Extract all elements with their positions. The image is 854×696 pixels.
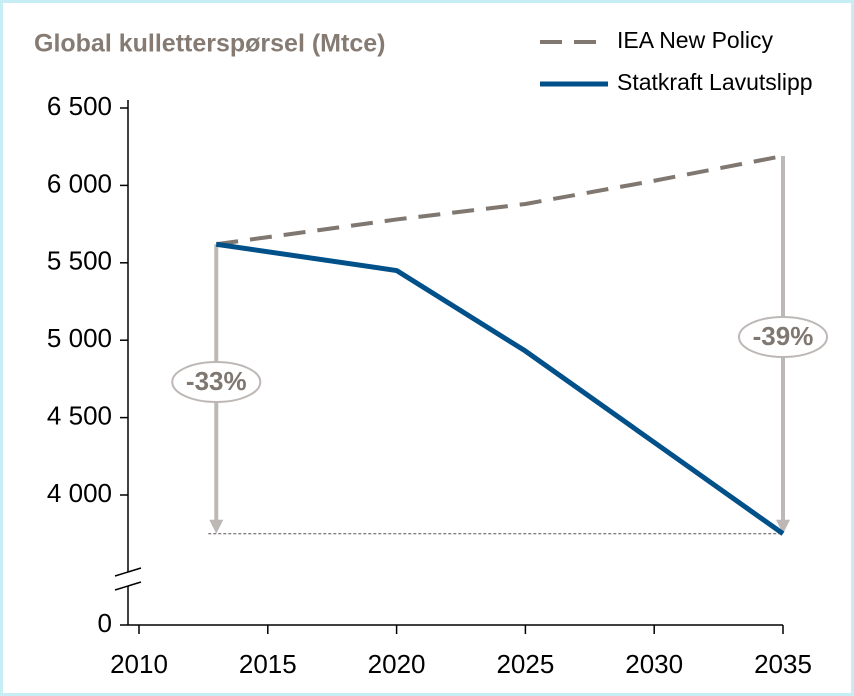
y-tick-label: 4 500 [47,400,112,430]
y-tick-label: 5 000 [47,323,112,353]
series-line [216,154,784,247]
x-tick-label: 2020 [368,649,426,679]
annotation: -33% [186,366,247,396]
chart-title: Global kulletterspørsel (Mtce) [34,30,385,58]
legend-label: IEA New Policy [617,27,773,53]
y-tick-label: 5 500 [47,246,112,276]
series-line [215,241,785,536]
axis-break [114,581,142,591]
y-tick-label: 4 000 [47,478,112,508]
axis-break [114,567,142,577]
annotation: -39% [753,321,814,351]
x-tick-label: 2035 [754,649,812,679]
annotation-bubble [171,361,262,403]
legend-label: Statkraft Lavutslipp [617,69,813,95]
arrow-head [776,519,790,534]
y-tick-label: 0 [98,608,112,638]
arrow-head [209,519,224,534]
y-tick-label: 6 500 [47,91,112,121]
x-tick-label: 2010 [110,649,168,679]
annotation-bubble [738,316,828,358]
x-tick-label: 2030 [625,649,683,679]
x-tick-label: 2015 [239,649,297,679]
y-tick-label: 6 000 [47,168,112,198]
x-tick-label: 2025 [496,649,554,679]
